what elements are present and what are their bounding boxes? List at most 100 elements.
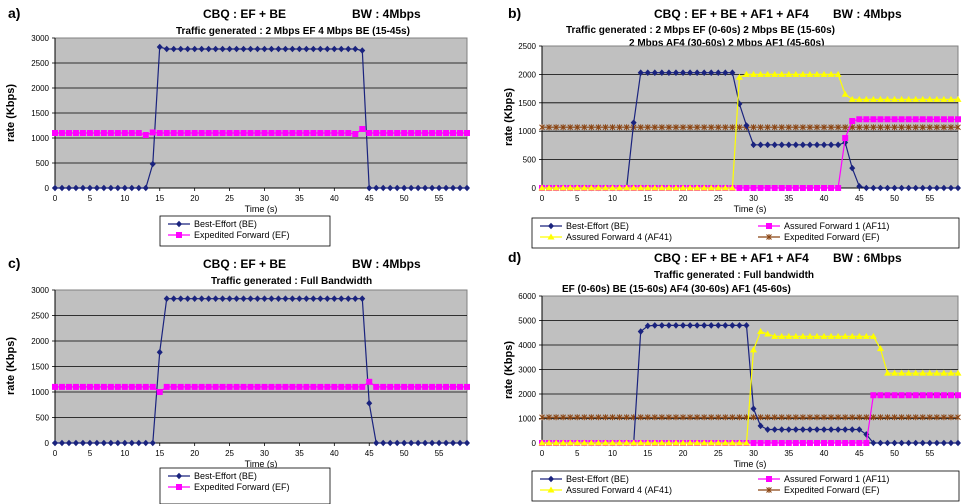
legend-item: Best-Effort (BE)	[168, 471, 257, 481]
data-point	[422, 383, 429, 390]
data-point	[933, 116, 940, 123]
data-point	[828, 185, 835, 191]
data-point	[757, 70, 765, 77]
chart-panel-0: a) CBQ : EF + BE BW : 4Mbps Traffic generat…	[5, 5, 470, 247]
data-point	[566, 439, 574, 446]
data-point	[658, 322, 665, 329]
data-point	[373, 383, 380, 390]
data-point	[736, 124, 743, 131]
x-tick-label: 55	[435, 449, 444, 458]
data-point	[919, 95, 927, 102]
data-point	[380, 130, 387, 136]
data-point	[764, 330, 772, 337]
data-point	[545, 439, 553, 446]
data-point	[436, 439, 443, 447]
data-point	[443, 439, 450, 447]
data-point	[602, 414, 609, 421]
data-point	[905, 392, 912, 399]
data-point	[771, 426, 778, 433]
x-tick-label: 5	[575, 449, 580, 458]
data-point	[884, 124, 891, 131]
chart-title: CBQ : EF + BE + AF1 + AF4	[654, 251, 809, 265]
data-point	[891, 95, 899, 102]
data-point	[750, 405, 757, 412]
data-point	[785, 141, 792, 149]
data-point	[240, 130, 247, 136]
data-point	[408, 130, 415, 136]
data-point	[191, 295, 198, 302]
data-point	[373, 184, 380, 192]
data-point	[58, 130, 65, 136]
x-tick-label: 35	[784, 194, 793, 203]
data-point	[813, 332, 821, 339]
data-point	[673, 124, 679, 131]
data-point	[856, 426, 863, 433]
data-point	[268, 45, 275, 53]
data-point	[707, 439, 715, 446]
data-point	[813, 426, 820, 433]
data-point	[233, 45, 240, 53]
legend-item: Assured Forward 4 (AF41)	[540, 232, 672, 242]
data-point	[743, 185, 750, 191]
data-point	[443, 383, 450, 390]
data-point	[114, 184, 121, 192]
data-point	[856, 440, 863, 446]
x-tick-label: 10	[120, 449, 129, 458]
legend-marker	[176, 472, 182, 480]
data-point	[644, 184, 652, 191]
x-tick-label: 10	[608, 194, 617, 203]
data-point	[387, 130, 394, 136]
data-point	[156, 130, 163, 136]
data-point	[296, 383, 303, 390]
data-point	[806, 70, 814, 77]
data-point	[415, 383, 422, 390]
legend-marker	[176, 484, 182, 490]
data-point	[701, 69, 708, 76]
data-point	[65, 130, 72, 136]
legend-box	[159, 467, 331, 504]
data-point	[870, 184, 877, 192]
data-point	[380, 184, 387, 192]
legend-label: Expedited Forward (EF)	[194, 230, 290, 240]
data-point	[429, 130, 436, 136]
data-point	[567, 414, 574, 421]
series-line	[542, 330, 958, 444]
x-tick-label: 0	[53, 194, 58, 203]
data-point	[659, 414, 665, 421]
data-point	[450, 383, 457, 390]
data-point	[594, 184, 602, 191]
data-point	[128, 184, 135, 192]
x-tick-label: 50	[400, 194, 409, 203]
data-point	[947, 439, 954, 447]
data-point	[268, 130, 275, 136]
legend: Best-Effort (BE) Assured Forward 1 (AF11)…	[531, 217, 960, 249]
data-point	[863, 184, 870, 192]
y-tick-label: 2000	[518, 390, 536, 399]
data-point	[198, 295, 205, 302]
data-point	[65, 383, 72, 390]
data-point	[254, 295, 261, 302]
data-point	[429, 184, 436, 192]
data-point	[457, 184, 464, 192]
data-point	[729, 69, 736, 76]
data-point	[947, 184, 954, 192]
series-line	[542, 72, 958, 189]
data-point	[658, 69, 665, 76]
data-point	[226, 383, 233, 390]
data-point	[121, 439, 128, 447]
data-point	[919, 392, 926, 399]
data-point	[205, 130, 212, 136]
data-point	[324, 45, 331, 53]
data-point	[778, 70, 786, 77]
data-point	[729, 414, 736, 421]
data-point	[955, 392, 961, 399]
legend: Best-Effort (BE)Expedited Forward (EF)	[159, 215, 331, 247]
data-point	[926, 369, 934, 376]
data-point	[408, 383, 415, 390]
data-point	[870, 124, 877, 131]
data-point	[919, 116, 926, 123]
data-point	[380, 439, 387, 447]
data-point	[912, 392, 919, 399]
data-point	[191, 130, 198, 136]
data-point	[884, 414, 891, 421]
